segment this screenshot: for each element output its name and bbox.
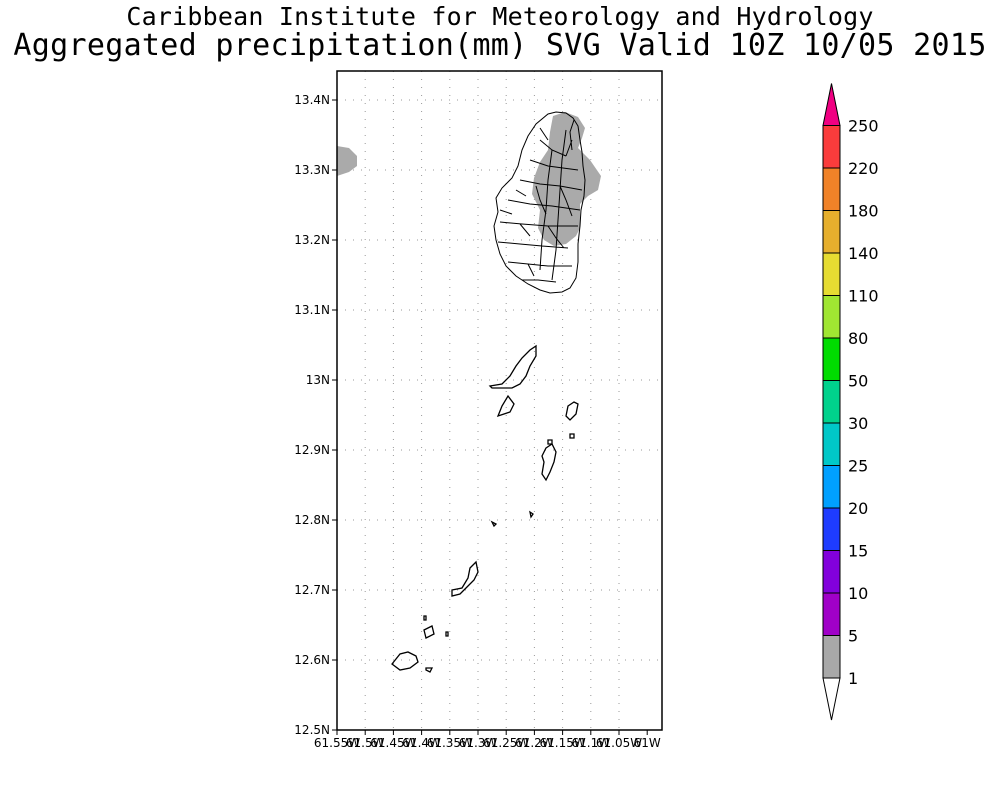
island-small-7 (425, 667, 434, 673)
colorbar-segment (822, 550, 841, 594)
map-background (337, 71, 662, 730)
precip-areas (337, 112, 601, 246)
lon-tick-label: 61.3W (459, 736, 498, 750)
precip-patch-west (337, 146, 357, 176)
drainage-lines (497, 119, 583, 283)
lat-tick-label: 12.7N (294, 583, 330, 597)
colorbar-label: 1 (848, 669, 858, 688)
island-st-vincent (493, 111, 586, 294)
lon-tick-label: 61.1W (572, 736, 611, 750)
colorbar-segment (822, 252, 841, 296)
lat-tick-label: 13.1N (294, 303, 330, 317)
colorbar-segment (822, 592, 841, 636)
island-small-1 (547, 439, 553, 445)
colorbar-label: 50 (848, 372, 868, 391)
colorbar-label: 10 (848, 584, 868, 603)
colorbar-segment (822, 465, 841, 509)
longitude-axis: 61.55W61.5W61.45W61.4W61.35W61.3W61.25W6… (314, 730, 661, 750)
island-union (451, 560, 479, 597)
colorbar-segment (822, 507, 841, 551)
colorbar-label: 20 (848, 499, 868, 518)
colorbar-label: 30 (848, 414, 868, 433)
lat-tick-label: 12.8N (294, 513, 330, 527)
island-bequia (488, 344, 537, 389)
colorbar-label: 140 (848, 244, 879, 263)
colorbar-label: 180 (848, 202, 879, 221)
island-mustique (565, 401, 579, 421)
grenadines-islands (391, 344, 579, 673)
precip-patch-stvincent-north (532, 112, 601, 246)
colorbar-segment (822, 125, 841, 169)
lat-tick-label: 13.4N (294, 93, 330, 107)
map-frame (336, 70, 663, 731)
st-vincent-coastline (493, 111, 586, 294)
colorbar-label: 15 (848, 542, 868, 561)
product-title: Aggregated precipitation(mm) SVG Valid 1… (13, 28, 987, 63)
colorbar-label: 80 (848, 329, 868, 348)
island-carriacou-north (423, 625, 435, 639)
lat-tick-label: 13N (306, 373, 330, 387)
colorbar-lower-arrow (822, 677, 841, 721)
colorbar-segment (822, 337, 841, 381)
lat-tick-label: 13.2N (294, 233, 330, 247)
colorbar-segment (822, 635, 841, 679)
colorbar-label: 25 (848, 457, 868, 476)
colorbar-label: 220 (848, 159, 879, 178)
island-carriacou (391, 651, 419, 671)
lon-tick-label: 61.35W (427, 736, 473, 750)
lat-tick-label: 12.6N (294, 653, 330, 667)
colorbar-segment (822, 210, 841, 254)
institute-title: Caribbean Institute for Meteorology and … (126, 2, 874, 31)
colorbar-segment (822, 422, 841, 466)
lat-tick-label: 13.3N (294, 163, 330, 177)
lat-tick-label: 12.9N (294, 443, 330, 457)
lon-tick-label: 61.5W (346, 736, 385, 750)
island-small-3 (490, 520, 498, 528)
colorbar-segment (822, 295, 841, 339)
colorbar-label: 110 (848, 287, 879, 306)
lon-tick-label: 61.55W (314, 736, 360, 750)
island-small-5 (423, 615, 427, 621)
lon-tick-label: 61.15W (539, 736, 585, 750)
colorbar-segment (822, 167, 841, 211)
island-canouan (541, 443, 557, 482)
latitude-axis: 13.4N 13.3N 13.2N 13.1N 13N 12.9N 12.8N 12.7N 12… (294, 93, 337, 737)
lon-tick-label: 61.45W (370, 736, 416, 750)
island-small-2 (569, 433, 575, 439)
island-bequia-south (496, 394, 515, 418)
island-small-6 (445, 631, 449, 637)
colorbar-label: 250 (848, 117, 879, 136)
lon-tick-label: 61.25W (483, 736, 529, 750)
lon-tick-label: 61.2W (515, 736, 554, 750)
lon-tick-label: 61W (634, 736, 661, 750)
lon-tick-label: 61.05W (596, 736, 642, 750)
map-panel: 13.4N 13.3N 13.2N 13.1N 13N 12.9N 12.8N 12.7N 12… (294, 70, 663, 750)
colorbar-upper-arrow (822, 83, 841, 126)
lat-tick-label: 12.5N (294, 723, 330, 737)
island-small-4 (529, 510, 534, 519)
lon-tick-label: 61.4W (402, 736, 441, 750)
colorbar-segment (822, 380, 841, 424)
colorbar-label: 5 (848, 627, 858, 646)
